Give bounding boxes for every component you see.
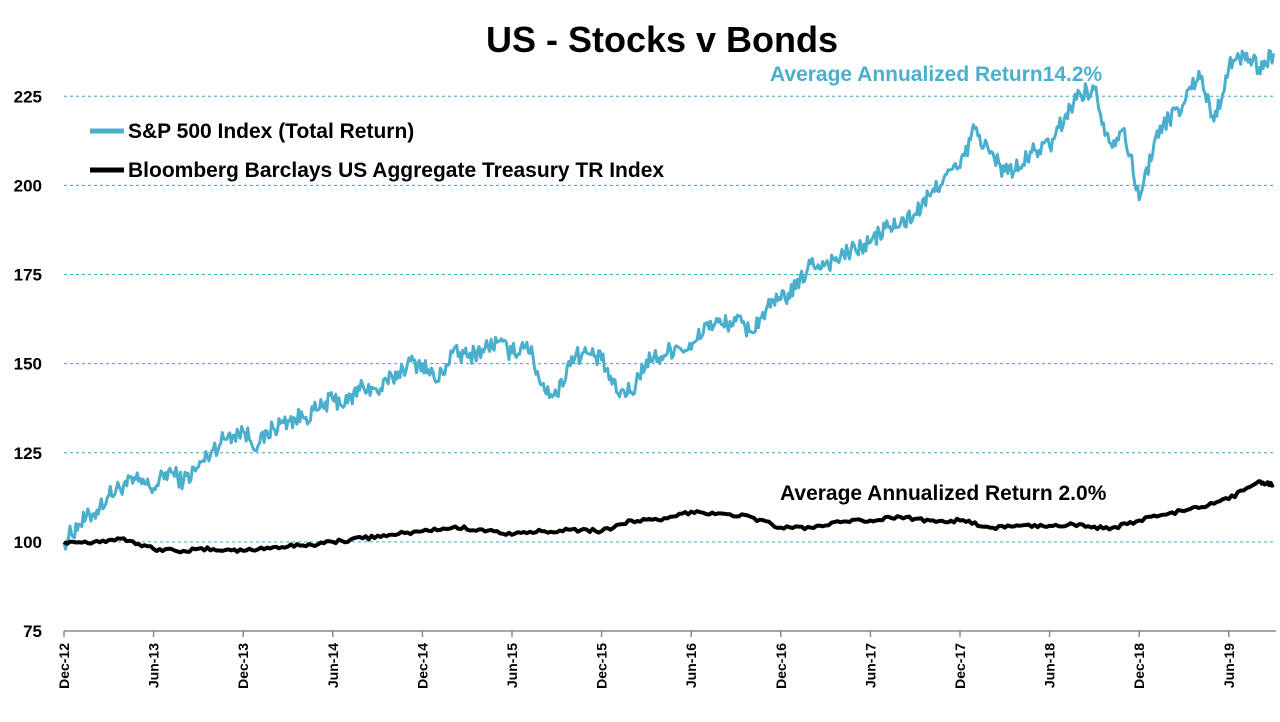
x-tick-label-Dec-13: Dec-13 [235, 643, 251, 689]
series-lines [62, 48, 1276, 555]
x-tick-label-Dec-16: Dec-16 [773, 643, 789, 689]
y-tick-label-100: 100 [14, 533, 42, 552]
x-tick-label-Jun-16: Jun-16 [683, 643, 699, 688]
x-tick-label-Jun-17: Jun-17 [862, 643, 878, 688]
x-tick-label-Jun-13: Jun-13 [146, 643, 162, 688]
annotation-stocks-return: Average Annualized Return14.2% [770, 63, 1103, 86]
x-tick-label-Jun-14: Jun-14 [325, 643, 341, 688]
y-axis-ticks: 75 100 125 150 175 200 225 [14, 87, 42, 641]
x-tick-label-Jun-18: Jun-18 [1042, 643, 1058, 688]
y-tick-label-225: 225 [14, 87, 42, 106]
x-tick-label-Dec-12: Dec-12 [56, 643, 72, 689]
x-tick-label-Dec-17: Dec-17 [952, 643, 968, 689]
chart-title: US - Stocks v Bonds [486, 19, 838, 60]
x-tick-label-Jun-19: Jun-19 [1221, 643, 1237, 688]
y-tick-label-150: 150 [14, 355, 42, 374]
legend: S&P 500 Index (Total Return) Bloomberg B… [90, 120, 664, 182]
y-tick-label-175: 175 [14, 266, 42, 285]
y-tick-label-75: 75 [23, 622, 42, 641]
y-tick-label-200: 200 [14, 176, 42, 195]
series-line-bonds [62, 479, 1275, 555]
y-tick-label-125: 125 [14, 444, 42, 463]
legend-label-bonds: Bloomberg Barclays US Aggregate Treasury… [128, 159, 664, 182]
x-tick-label-Dec-15: Dec-15 [594, 643, 610, 689]
series-line-stocks [62, 48, 1276, 551]
x-tick-label-Dec-14: Dec-14 [414, 643, 430, 689]
x-tick-label-Jun-15: Jun-15 [504, 643, 520, 688]
x-tick-label-Dec-18: Dec-18 [1131, 643, 1147, 689]
legend-label-stocks: S&P 500 Index (Total Return) [128, 120, 414, 143]
x-axis-ticks: Dec-12 Jun-13 Dec-13 Jun-14 Dec-14 Jun-15 Dec-… [56, 631, 1237, 689]
annotation-bonds-return: Average Annualized Return 2.0% [780, 482, 1107, 505]
